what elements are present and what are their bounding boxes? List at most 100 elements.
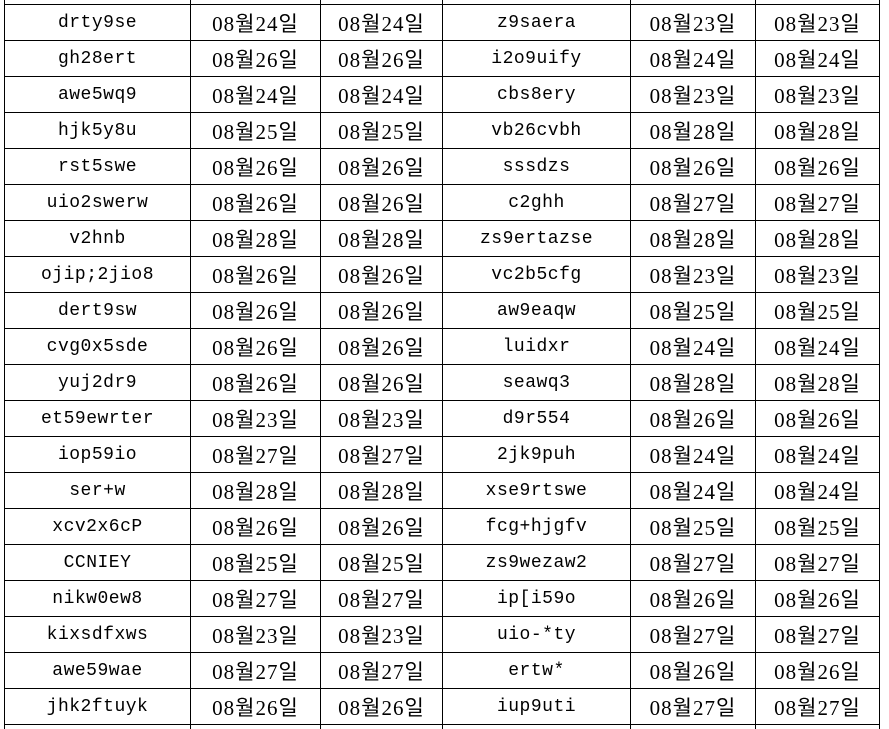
table-cell-date[interactable]: 08월26일 [191,293,321,329]
table-cell-id[interactable]: cvg0x5sde [5,329,191,365]
table-cell-date[interactable]: 08월25일 [191,113,321,149]
table-cell-id[interactable]: z9saera [443,5,631,41]
table-cell-date[interactable]: 08월26일 [191,41,321,77]
table-cell-id[interactable]: ojip;2jio8 [5,257,191,293]
table-cell-id[interactable]: rst5swe [5,149,191,185]
table-cell-id[interactable]: awe5wq9 [5,77,191,113]
table-cell-date[interactable]: 08월25일 [756,509,880,545]
table-cell-date[interactable]: 08월28일 [756,221,880,257]
table-cell-date[interactable]: 08월24일 [631,41,756,77]
table-cell-date[interactable]: 08월23일 [756,5,880,41]
table-cell-date[interactable]: 08월23일 [321,401,443,437]
table-cell-date[interactable]: 08월26일 [756,653,880,689]
table-cell-date[interactable]: 08월27일 [756,185,880,221]
table-cell-date[interactable]: 08월28일 [321,473,443,509]
table-cell-date[interactable]: 08월28일 [191,221,321,257]
table-cell-date[interactable]: 08월24일 [191,77,321,113]
table-cell-date[interactable]: 08월26일 [321,41,443,77]
table-cell-id[interactable]: vc2b5cfg [443,257,631,293]
table-cell-date[interactable]: 08월26일 [756,581,880,617]
table-cell-id[interactable]: ertw* [443,653,631,689]
table-cell-id[interactable]: uio-*ty [443,617,631,653]
table-cell-date[interactable]: 08월26일 [191,257,321,293]
table-cell-date[interactable]: 08월25일 [756,293,880,329]
table-cell-date[interactable]: 08월26일 [756,401,880,437]
table-cell-id[interactable]: awe59wae [5,653,191,689]
table-cell-id[interactable]: zs9ertazse [443,221,631,257]
table-cell-id[interactable]: zs9wezaw2 [443,545,631,581]
table-cell-date[interactable]: 08월24일 [756,437,880,473]
table-cell-date[interactable]: 08월26일 [756,149,880,185]
table-cell-date[interactable]: 08월26일 [631,401,756,437]
table-cell-id[interactable]: vb26cvbh [443,113,631,149]
table-cell-date[interactable]: 08월27일 [631,617,756,653]
table-cell-date[interactable]: 08월27일 [756,689,880,725]
table-cell-date[interactable]: 08월28일 [321,221,443,257]
table-cell-id[interactable]: i2o9uify [443,41,631,77]
table-cell-date[interactable]: 08월24일 [756,473,880,509]
table-cell-id[interactable]: iop59io [5,437,191,473]
table-cell-date[interactable]: 08월25일 [321,545,443,581]
table-cell-id[interactable]: luidxr [443,329,631,365]
table-cell-date[interactable]: 08월24일 [321,5,443,41]
table-cell-id[interactable]: nikw0ew8 [5,581,191,617]
table-cell-date[interactable]: 08월26일 [191,329,321,365]
table-cell-id[interactable]: aw9eaqw [443,293,631,329]
table-cell-date[interactable]: 08월26일 [321,689,443,725]
table-cell-date[interactable]: 08월23일 [756,77,880,113]
table-cell-id[interactable]: hjk5y8u [5,113,191,149]
table-cell-date[interactable]: 08월24일 [631,473,756,509]
table-cell-id[interactable]: dert9sw [5,293,191,329]
table-cell-date[interactable]: 08월23일 [631,77,756,113]
table-cell-date[interactable]: 08월26일 [321,365,443,401]
table-cell-date[interactable]: 08월26일 [321,185,443,221]
table-cell-date[interactable]: 08월26일 [631,653,756,689]
table-cell-date[interactable]: 08월25일 [191,545,321,581]
table-cell-date[interactable]: 08월25일 [631,509,756,545]
table-cell-date[interactable]: 08월28일 [756,113,880,149]
table-cell-id[interactable]: seawq3 [443,365,631,401]
table-cell-id[interactable]: sssdzs [443,149,631,185]
table-cell-date[interactable]: 08월24일 [191,5,321,41]
table-cell-date[interactable]: 08월27일 [191,653,321,689]
table-cell-date[interactable]: 08월28일 [631,221,756,257]
table-cell-date[interactable]: 08월23일 [191,617,321,653]
table-cell-date[interactable]: 08월27일 [191,437,321,473]
table-cell-date[interactable]: 08월28일 [631,113,756,149]
table-cell-id[interactable]: xse9rtswe [443,473,631,509]
table-cell-date[interactable]: 08월28일 [631,365,756,401]
table-cell-date[interactable]: 08월26일 [191,185,321,221]
table-cell-id[interactable]: v2hnb [5,221,191,257]
table-cell-date[interactable]: 08월26일 [321,257,443,293]
table-cell-date[interactable]: 08월26일 [191,689,321,725]
table-cell-date[interactable]: 08월24일 [756,41,880,77]
table-cell-date[interactable]: 08월23일 [631,5,756,41]
table-cell-date[interactable]: 08월26일 [631,581,756,617]
table-cell-date[interactable]: 08월24일 [631,329,756,365]
table-cell-date[interactable]: 08월26일 [191,149,321,185]
table-cell-date[interactable]: 08월27일 [631,545,756,581]
table-cell-date[interactable]: 08월27일 [321,581,443,617]
table-cell-date[interactable]: 08월23일 [631,257,756,293]
table-cell-date[interactable]: 08월23일 [756,257,880,293]
table-cell-date[interactable]: 08월26일 [321,329,443,365]
table-cell-id[interactable]: gh28ert [5,41,191,77]
table-cell-date[interactable]: 08월27일 [321,437,443,473]
table-cell-id[interactable]: kixsdfxws [5,617,191,653]
table-cell-id[interactable]: ser+w [5,473,191,509]
table-cell-date[interactable]: 08월24일 [756,329,880,365]
table-cell-id[interactable]: 2jk9puh [443,437,631,473]
table-cell-date[interactable]: 08월28일 [191,473,321,509]
table-cell-date[interactable]: 08월27일 [756,617,880,653]
table-cell-id[interactable]: yuj2dr9 [5,365,191,401]
table-cell-id[interactable]: d9r554 [443,401,631,437]
table-cell-date[interactable]: 08월27일 [631,185,756,221]
table-cell-date[interactable]: 08월24일 [321,77,443,113]
table-cell-date[interactable]: 08월27일 [321,653,443,689]
table-cell-date[interactable]: 08월25일 [321,113,443,149]
table-cell-date[interactable]: 08월26일 [321,149,443,185]
table-cell-date[interactable]: 08월24일 [631,437,756,473]
table-cell-date[interactable]: 08월23일 [191,401,321,437]
table-cell-date[interactable]: 08월27일 [191,581,321,617]
table-cell-date[interactable]: 08월26일 [321,293,443,329]
